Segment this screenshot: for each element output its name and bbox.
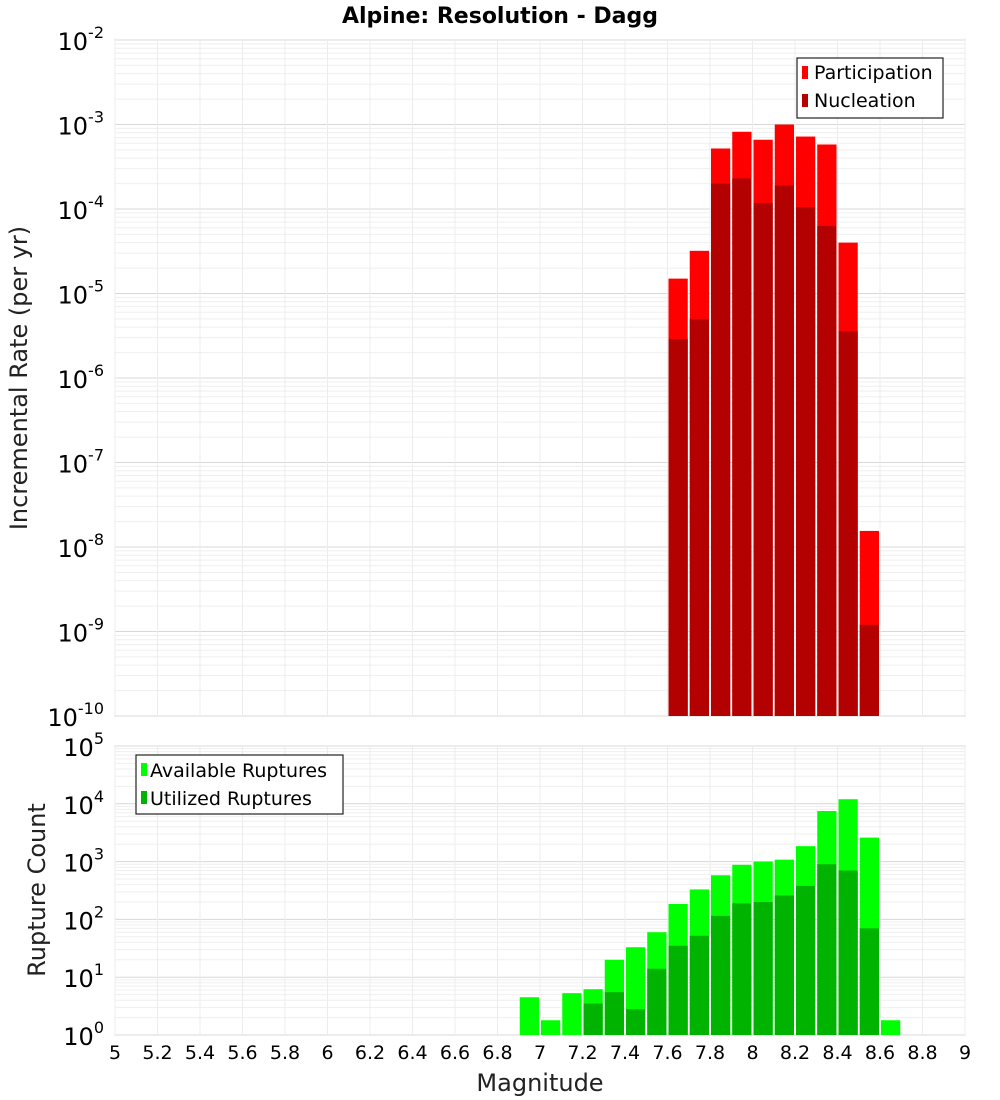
x-tick-label: 5.2: [142, 1042, 172, 1064]
top-legend-box: [796, 57, 944, 119]
bar-available-ruptures: [881, 1020, 901, 1035]
x-tick-label: 6.2: [355, 1042, 385, 1064]
x-tick-label: 6.4: [397, 1042, 427, 1064]
x-tick-label: 5.8: [270, 1042, 300, 1064]
bar-nucleation: [711, 183, 731, 716]
bar-nucleation: [817, 225, 837, 716]
y-tick-label: 105: [63, 729, 104, 762]
top-y-tick-labels: 10-10 10-9 10-8 10-7 10-6 10-5 10-4 10-3 10-2: [47, 23, 104, 732]
bar-nucleation: [774, 185, 794, 717]
bottom-plot: 100 101 102 103 104 105 5 5.2 5.4 5.6 5.8 6 6.2 6.4 6…: [23, 729, 971, 1097]
x-axis-label: Magnitude: [476, 1069, 603, 1097]
bar-utilized-ruptures: [859, 928, 879, 1035]
y-tick-label: 101: [63, 960, 104, 993]
x-tick-label: 8: [746, 1042, 758, 1064]
bottom-legend-box: [135, 754, 344, 815]
bar-utilized-ruptures: [711, 915, 731, 1035]
y-tick-label: 102: [63, 902, 104, 935]
bar-nucleation: [732, 178, 752, 717]
x-tick-label: 7.4: [610, 1042, 640, 1064]
x-tick-label: 7: [534, 1042, 546, 1064]
legend-swatch-available: [141, 763, 147, 776]
legend-label-utilized: Utilized Ruptures: [150, 788, 312, 810]
x-tick-label: 6.8: [482, 1042, 512, 1064]
x-tick-label: 8.4: [822, 1042, 852, 1064]
bar-utilized-ruptures: [753, 902, 773, 1035]
bar-nucleation: [668, 338, 688, 716]
y-tick-label: 10-8: [58, 530, 105, 563]
bottom-y-tick-labels: 100 101 102 103 104 105: [63, 729, 104, 1051]
y-tick-label: 10-4: [58, 192, 105, 225]
top-gridlines: [114, 39, 966, 717]
x-tick-labels: 5 5.2 5.4 5.6 5.8 6 6.2 6.4 6.6 6.8 7 7.2 7.4 7.6 7.8 8…: [109, 1042, 971, 1064]
legend-label-available: Available Ruptures: [150, 760, 327, 782]
bar-nucleation: [689, 318, 709, 716]
x-tick-label: 6.6: [440, 1042, 470, 1064]
bar-available-ruptures: [541, 1020, 561, 1035]
bar-utilized-ruptures: [689, 935, 709, 1035]
x-tick-label: 7.8: [695, 1042, 725, 1064]
x-tick-label: 9: [959, 1042, 971, 1064]
x-tick-label: 7.2: [567, 1042, 597, 1064]
y-tick-label: 10-2: [58, 23, 105, 56]
bar-utilized-ruptures: [817, 864, 837, 1035]
bar-utilized-ruptures: [774, 895, 794, 1035]
legend-label-participation: Participation: [814, 62, 933, 84]
bar-utilized-ruptures: [668, 945, 688, 1035]
y-tick-label: 10-6: [58, 361, 105, 394]
bar-utilized-ruptures: [583, 1003, 603, 1035]
top-plot: 10-10 10-9 10-8 10-7 10-6 10-5 10-4 10-3 10-2 In…: [5, 23, 966, 732]
bottom-y-axis-label: Rupture Count: [23, 803, 51, 977]
bottom-bars: [519, 799, 901, 1035]
top-y-axis-label: Incremental Rate (per yr): [5, 226, 33, 530]
x-tick-label: 6: [321, 1042, 333, 1064]
x-tick-label: 5.6: [227, 1042, 257, 1064]
x-tick-label: 5: [109, 1042, 121, 1064]
bar-utilized-ruptures: [838, 870, 858, 1035]
x-tick-label: 7.6: [652, 1042, 682, 1064]
bottom-legend: Available Ruptures Utilized Ruptures: [135, 754, 344, 815]
y-tick-label: 103: [63, 845, 104, 878]
bar-nucleation: [859, 624, 879, 716]
bar-available-ruptures: [562, 993, 582, 1035]
y-tick-label: 10-7: [58, 446, 105, 479]
y-tick-label: 10-9: [58, 615, 105, 648]
y-tick-label: 100: [63, 1018, 104, 1051]
legend-swatch-nucleation: [802, 94, 808, 107]
y-tick-label: 104: [63, 787, 104, 820]
top-bars: [668, 124, 879, 717]
y-tick-label: 10-10: [47, 699, 104, 732]
chart-title: Alpine: Resolution - Dagg: [342, 4, 658, 29]
bar-utilized-ruptures: [732, 903, 752, 1035]
top-legend: Participation Nucleation: [796, 57, 944, 119]
bar-utilized-ruptures: [604, 992, 624, 1035]
y-tick-label: 10-3: [58, 108, 105, 141]
legend-swatch-utilized: [141, 791, 147, 804]
bar-utilized-ruptures: [626, 1009, 646, 1035]
bar-utilized-ruptures: [647, 968, 667, 1035]
bar-utilized-ruptures: [796, 885, 816, 1035]
x-tick-label: 5.4: [185, 1042, 215, 1064]
bar-nucleation: [838, 330, 858, 716]
x-tick-label: 8.8: [907, 1042, 937, 1064]
bar-available-ruptures: [519, 997, 539, 1035]
y-tick-label: 10-5: [58, 277, 105, 310]
legend-label-nucleation: Nucleation: [814, 90, 916, 112]
x-tick-label: 8.2: [780, 1042, 810, 1064]
bar-nucleation: [796, 207, 816, 716]
bar-nucleation: [753, 202, 773, 716]
legend-swatch-participation: [802, 66, 808, 79]
x-tick-label: 8.6: [865, 1042, 895, 1064]
